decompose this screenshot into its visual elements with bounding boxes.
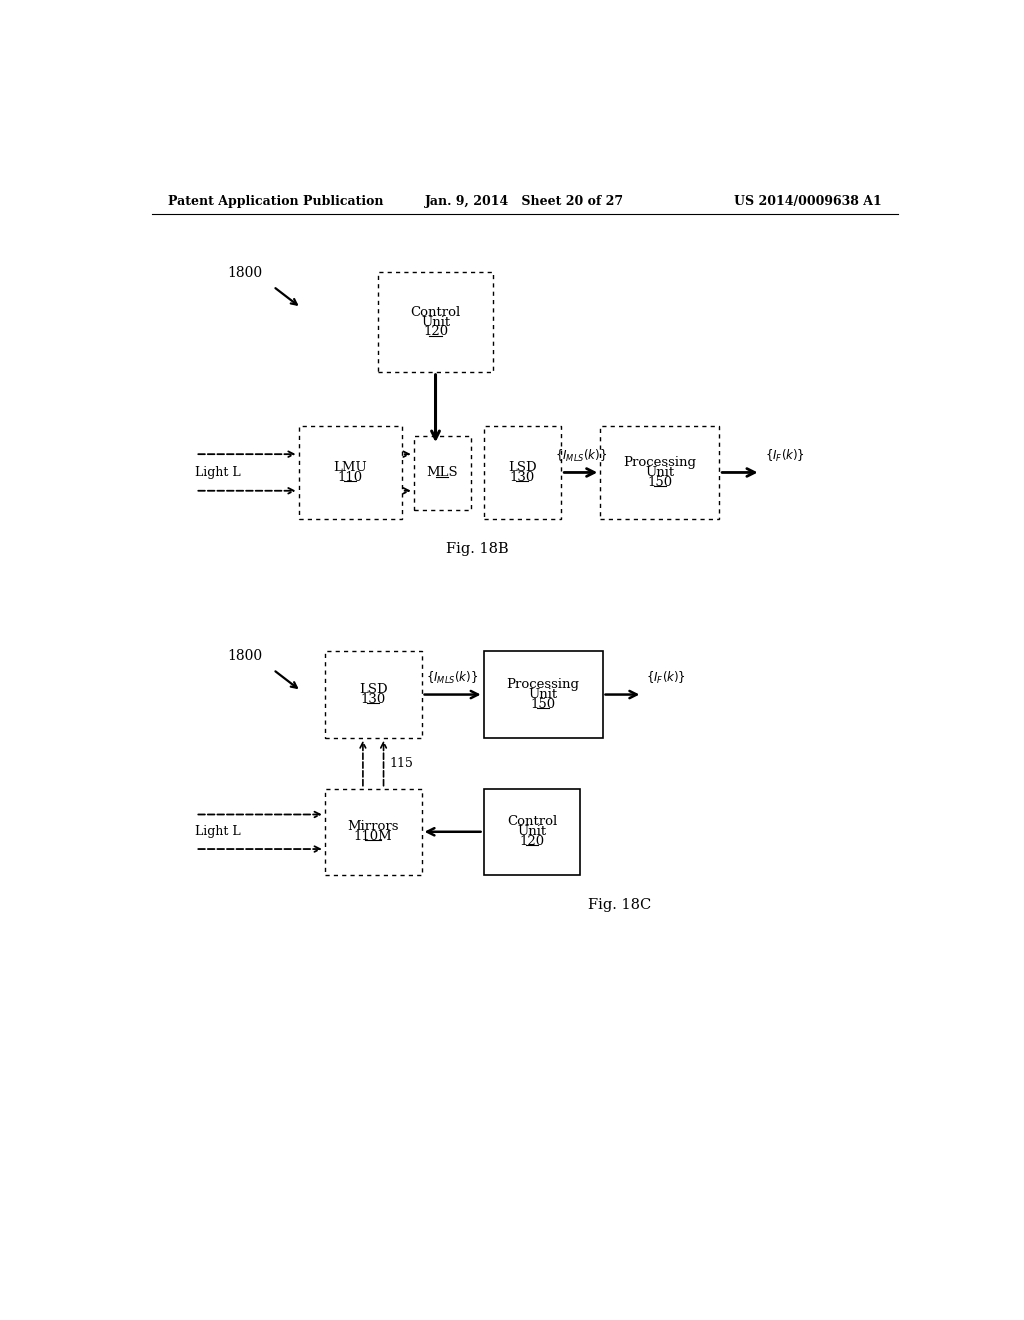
- Text: Fig. 18B: Fig. 18B: [445, 541, 509, 556]
- Text: Control: Control: [411, 306, 461, 318]
- Text: 120: 120: [423, 326, 449, 338]
- Text: Unit: Unit: [645, 466, 674, 479]
- Text: Unit: Unit: [421, 315, 451, 329]
- Text: 130: 130: [510, 471, 536, 484]
- Text: Light L: Light L: [196, 466, 241, 479]
- Bar: [325, 788, 422, 875]
- Text: Processing: Processing: [507, 678, 580, 692]
- Text: $\{I_{MLS}(k)\}$: $\{I_{MLS}(k)\}$: [555, 449, 607, 465]
- Bar: [378, 272, 494, 372]
- Bar: [483, 651, 602, 738]
- Bar: [600, 426, 719, 519]
- Text: $\{I_F(k)\}$: $\{I_F(k)\}$: [765, 449, 805, 465]
- Text: 1800: 1800: [227, 267, 262, 280]
- Text: Light L: Light L: [196, 825, 241, 838]
- Text: Unit: Unit: [528, 688, 558, 701]
- Bar: [414, 436, 471, 510]
- Text: 110M: 110M: [354, 830, 392, 843]
- Text: Mirrors: Mirrors: [347, 820, 399, 833]
- Text: 110: 110: [338, 471, 362, 484]
- Text: LMU: LMU: [334, 461, 367, 474]
- Text: 150: 150: [647, 475, 673, 488]
- Text: Processing: Processing: [624, 457, 696, 469]
- Text: 150: 150: [530, 698, 556, 711]
- Text: LSD: LSD: [358, 684, 387, 696]
- Bar: [483, 426, 561, 519]
- Text: LSD: LSD: [508, 461, 537, 474]
- Text: Patent Application Publication: Patent Application Publication: [168, 194, 383, 207]
- Bar: [325, 651, 422, 738]
- Text: Jan. 9, 2014   Sheet 20 of 27: Jan. 9, 2014 Sheet 20 of 27: [425, 194, 625, 207]
- Text: US 2014/0009638 A1: US 2014/0009638 A1: [734, 194, 882, 207]
- Text: 130: 130: [360, 693, 386, 706]
- Text: 120: 120: [519, 836, 545, 849]
- Text: $\{I_{MLS}(k)\}$: $\{I_{MLS}(k)\}$: [426, 671, 478, 686]
- Text: Fig. 18C: Fig. 18C: [589, 899, 651, 912]
- Text: MLS: MLS: [426, 466, 458, 479]
- Bar: [299, 426, 401, 519]
- Text: Control: Control: [507, 816, 557, 829]
- Text: 115: 115: [390, 756, 414, 770]
- Text: 1800: 1800: [227, 649, 262, 664]
- Text: $\{I_F(k)\}$: $\{I_F(k)\}$: [646, 671, 686, 686]
- Bar: [483, 788, 581, 875]
- Text: Unit: Unit: [517, 825, 547, 838]
